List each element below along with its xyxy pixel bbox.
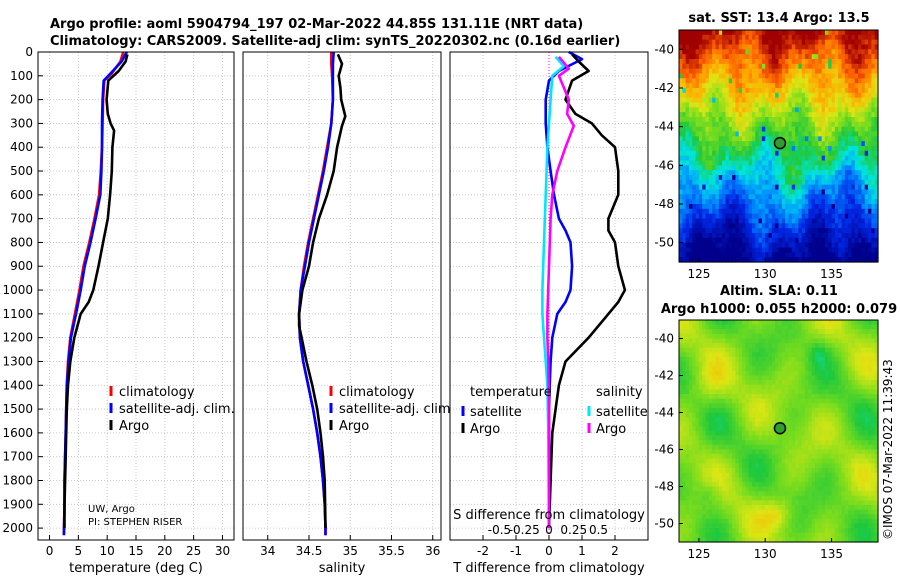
salinity-profile-panel: 34 34.5 35 35.5 36 salinity climatology satelli… xyxy=(243,52,455,576)
map-x-tick-label: 135 xyxy=(820,267,843,281)
y-tick-label: 2000 xyxy=(2,521,33,535)
y-tick-label: 1000 xyxy=(2,283,33,297)
s-diff-axis-label: S difference from climatology xyxy=(453,508,645,523)
x-tick-label: 0 xyxy=(46,544,54,558)
x-tick-label: -2 xyxy=(477,544,489,558)
x-axis-label: temperature (deg C) xyxy=(69,561,203,576)
x-tick-label: 2 xyxy=(611,544,619,558)
map-x-tick-label: 125 xyxy=(687,267,710,281)
y-tick-label: 400 xyxy=(10,140,33,154)
legend-label: Argo xyxy=(119,419,149,434)
legend-title-temperature: temperature xyxy=(470,385,552,400)
y-tick-label: 1700 xyxy=(2,450,33,464)
sst-map-title: sat. SST: 13.4 Argo: 13.5 xyxy=(688,11,869,26)
s-diff-tick-label: -0.5 xyxy=(488,523,511,537)
x-tick-label: 36 xyxy=(425,544,440,558)
s-diff-tick-label: 0.25 xyxy=(560,523,587,537)
y-tick-label: 1500 xyxy=(2,402,33,416)
sla-map-subtitle: Argo h1000: 0.055 h2000: 0.079 xyxy=(661,302,897,317)
map-y-tick-label: -44 xyxy=(654,120,674,134)
s-diff-tick-label: -0.25 xyxy=(509,523,540,537)
x-axis-label: salinity xyxy=(319,561,366,576)
sla-map-title: Altim. SLA: 0.11 xyxy=(720,284,838,299)
y-tick-label: 1900 xyxy=(2,497,33,511)
map-y-tick-label: -42 xyxy=(654,81,674,95)
x-tick-label: -1 xyxy=(510,544,522,558)
y-tick-label: 1600 xyxy=(2,426,33,440)
legend-label: climatology xyxy=(339,385,415,400)
y-tick-label: 300 xyxy=(10,116,33,130)
y-tick-label: 200 xyxy=(10,93,33,107)
map-x-tick-label: 130 xyxy=(754,267,777,281)
figure-title-line1: Argo profile: aoml 5904794_197 02-Mar-20… xyxy=(50,17,583,32)
x-tick-label: 34.5 xyxy=(296,544,323,558)
y-tick-label: 1200 xyxy=(2,331,33,345)
map-y-tick-label: -46 xyxy=(654,158,674,172)
x-tick-label: 20 xyxy=(157,544,172,558)
s-diff-tick-label: 0.5 xyxy=(589,523,608,537)
x-tick-label: 1 xyxy=(578,544,586,558)
legend-label: satellite xyxy=(470,405,522,420)
legend-label: Argo xyxy=(596,422,626,437)
y-tick-label: 0 xyxy=(25,45,33,59)
map-y-tick-label: -48 xyxy=(654,197,674,211)
y-tick-label: 1800 xyxy=(2,473,33,487)
map-y-tick-label: -40 xyxy=(654,42,674,56)
map-y-tick-label: -50 xyxy=(654,236,674,250)
s-diff-tick-label: 0 xyxy=(545,523,553,537)
y-tick-label: 900 xyxy=(10,259,33,273)
x-tick-label: 10 xyxy=(100,544,115,558)
y-tick-label: 1100 xyxy=(2,307,33,321)
legend-label: satellite-adj. clim. xyxy=(339,402,455,417)
legend-label: climatology xyxy=(119,385,195,400)
x-tick-label: 30 xyxy=(215,544,230,558)
x-tick-label: 35.5 xyxy=(378,544,405,558)
y-tick-label: 500 xyxy=(10,164,33,178)
y-tick-label: 800 xyxy=(10,235,33,249)
x-tick-label: 25 xyxy=(186,544,201,558)
legend-label: Argo xyxy=(339,419,369,434)
x-tick-label: 5 xyxy=(75,544,83,558)
sst-map-panel: sat. SST: 13.4 Argo: 13.5 125 130 135 -40 -42… xyxy=(654,11,878,281)
difference-profile-panel: -2 -1 0 1 2 T difference from climatology -0.5… xyxy=(450,52,648,576)
legend-label: satellite xyxy=(596,405,648,420)
legend-label: Argo xyxy=(470,422,500,437)
argo-location-marker xyxy=(774,138,785,149)
y-tick-label: 600 xyxy=(10,188,33,202)
sla-map-panel: Altim. SLA: 0.11 Argo h1000: 0.055 h2000:… xyxy=(654,284,897,561)
y-tick-label: 1400 xyxy=(2,378,33,392)
figure-title-line2: Climatology: CARS2009. Satellite-adj cli… xyxy=(50,34,620,49)
y-tick-label: 700 xyxy=(10,212,33,226)
x-tick-label: 34 xyxy=(260,544,275,558)
legend-label: satellite-adj. clim. xyxy=(119,402,235,417)
x-axis-label: T difference from climatology xyxy=(452,561,645,576)
x-tick-label: 15 xyxy=(128,544,143,558)
x-tick-label: 35 xyxy=(343,544,358,558)
x-tick-label: 0 xyxy=(545,544,553,558)
legend-title-salinity: salinity xyxy=(596,385,643,400)
y-tick-label: 100 xyxy=(10,69,33,83)
y-tick-label: 1300 xyxy=(2,354,33,368)
